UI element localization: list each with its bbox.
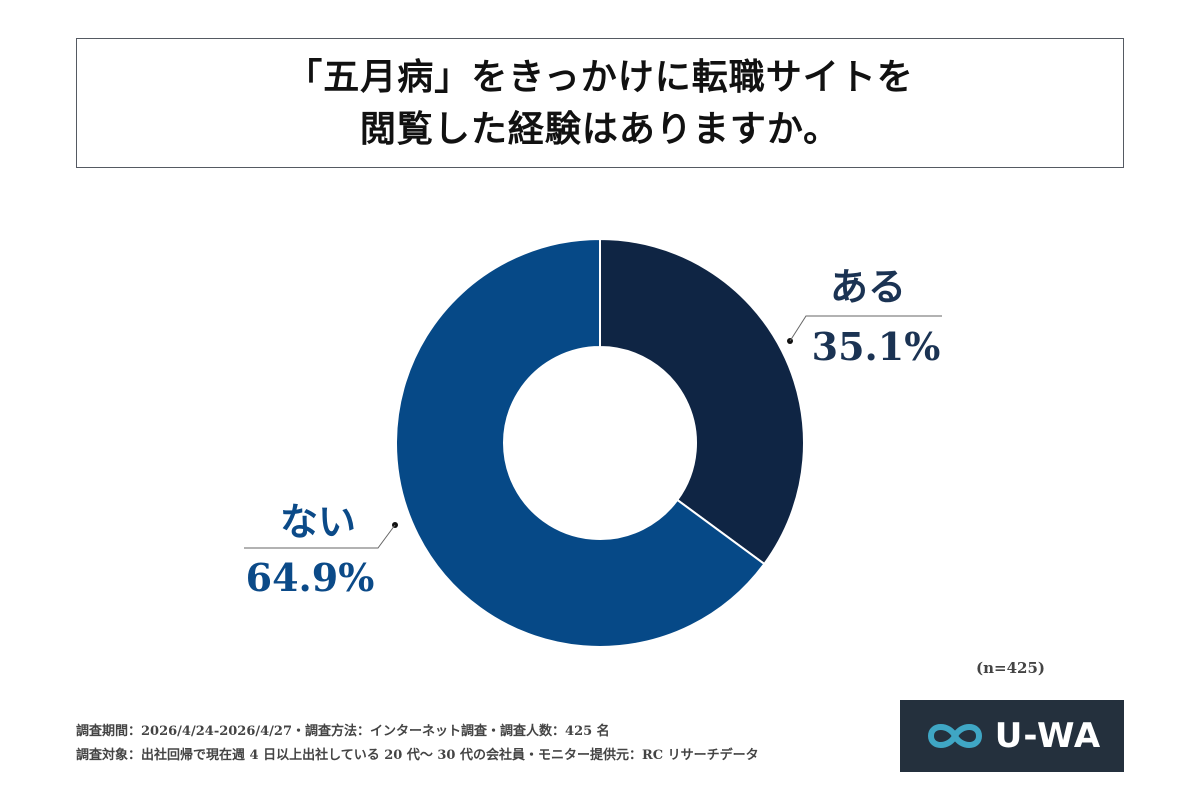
title-line-2: 閲覧した経験はありますか。	[359, 108, 841, 150]
u-wa-logo: U-WA	[900, 700, 1124, 772]
slice-0	[599, 237, 805, 566]
leader-line-1	[244, 524, 396, 549]
title-line-1: 「五月病」をきっかけに転職サイトを	[286, 56, 914, 98]
logo-text: U-WA	[994, 716, 1102, 756]
category-label-1: ない	[280, 499, 356, 544]
category-label-0: ある	[830, 264, 906, 309]
survey-footnote-1: 調査期間：2026/4/24-2026/4/27・調査方法：インターネット調査・…	[76, 724, 610, 739]
title-box: 「五月病」をきっかけに転職サイトを 閲覧した経験はありますか。	[76, 38, 1124, 168]
value-label-1: 64.9%	[246, 555, 375, 600]
leader-line-0	[789, 315, 942, 342]
sample-size-label: (n=425)	[976, 659, 1045, 677]
infinity-icon	[927, 724, 982, 748]
slice-1	[395, 237, 766, 648]
value-label-0: 35.1%	[812, 324, 941, 369]
survey-footnote-2: 調査対象：出社回帰で現在週 4 日以上出社している 20 代〜 30 代の会社員…	[76, 748, 759, 763]
